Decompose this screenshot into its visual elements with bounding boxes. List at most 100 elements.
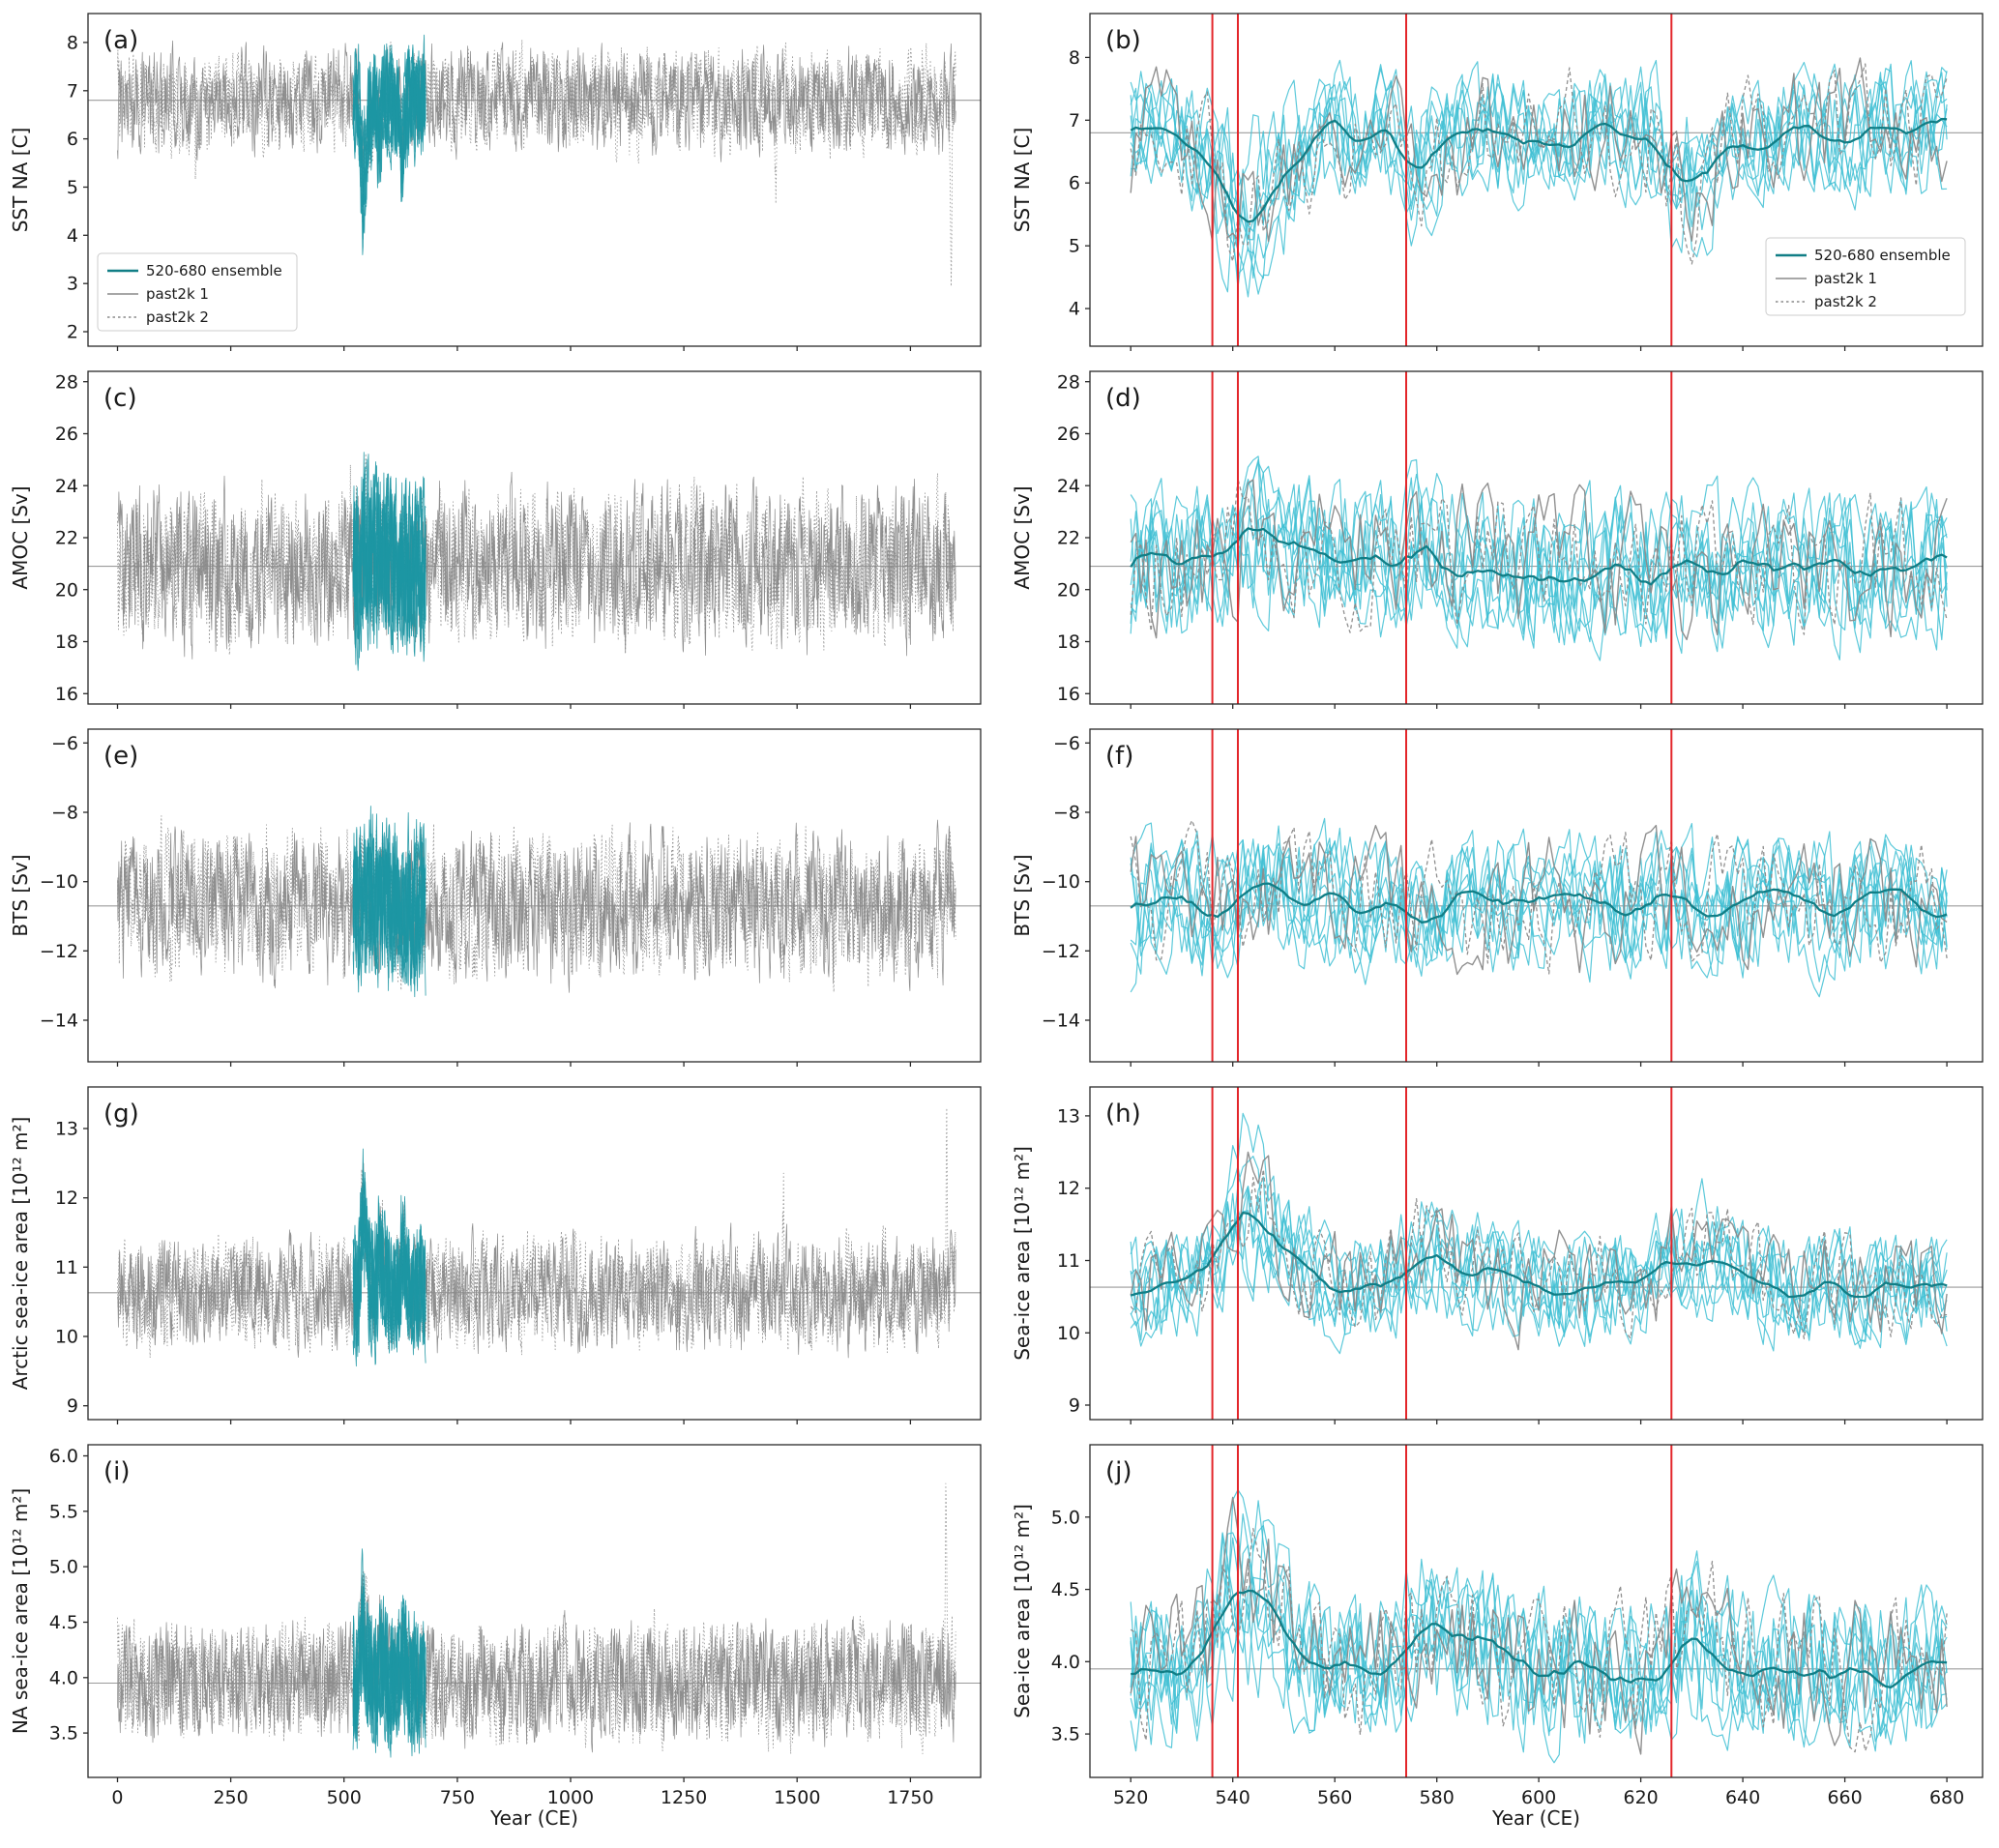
panel-label: (g) <box>103 1100 139 1129</box>
svg-text:520-680 ensemble: 520-680 ensemble <box>1814 247 1951 264</box>
panel-na-ice-full: 3.5 4.0 4.5 5.0 5.5 6.0 0 250 500 750 1000 1250 1500… <box>5 1437 992 1835</box>
svg-text:(e): (e) <box>103 742 138 771</box>
y-axis: 2 3 4 5 6 7 8 <box>67 32 88 343</box>
svg-text:Sea-ice area [10¹² m²]: Sea-ice area [10¹² m²] <box>1011 1504 1034 1718</box>
panel-bts-full: −14 −12 −10 −8 −6 BTS [Sv] (e) <box>5 721 992 1073</box>
x-axis <box>1130 704 1948 709</box>
svg-text:AMOC [Sv]: AMOC [Sv] <box>9 485 32 589</box>
svg-text:(c): (c) <box>103 384 137 413</box>
axes-frame <box>1089 1444 1984 1778</box>
svg-text:28: 28 <box>1057 371 1080 393</box>
svg-text:10: 10 <box>1057 1323 1080 1344</box>
panel-label: (f) <box>1105 742 1133 771</box>
svg-text:10: 10 <box>55 1327 78 1348</box>
svg-text:13: 13 <box>1057 1105 1080 1127</box>
chart-c: 16 18 20 22 24 26 28 AMOC [Sv] (c) <box>9 370 982 709</box>
x-axis-label: Year (CE) <box>1491 1806 1580 1830</box>
svg-text:past2k 1: past2k 1 <box>146 285 209 303</box>
chart-h: 9 10 11 12 13 Sea-ice area [10¹² m²] (h) <box>1011 1086 1984 1424</box>
x-axis-label: Year (CE) <box>489 1806 578 1830</box>
svg-text:Year (CE): Year (CE) <box>1491 1806 1580 1830</box>
series-layer <box>117 806 956 998</box>
axes-frame <box>87 1444 982 1778</box>
series-layer <box>117 34 956 287</box>
svg-text:−8: −8 <box>1053 803 1080 824</box>
svg-text:4.0: 4.0 <box>1051 1652 1080 1673</box>
panel-label: (a) <box>103 26 138 55</box>
svg-text:11: 11 <box>55 1257 78 1278</box>
y-axis: 4 5 6 7 8 <box>1069 47 1090 320</box>
svg-text:(j): (j) <box>1105 1457 1132 1486</box>
panel-amoc-full: 16 18 20 22 24 26 28 AMOC [Sv] (c) <box>5 364 992 716</box>
svg-text:20: 20 <box>1057 579 1080 601</box>
svg-text:5: 5 <box>1069 236 1080 257</box>
svg-text:Sea-ice area [10¹² m²]: Sea-ice area [10¹² m²] <box>1011 1146 1034 1361</box>
svg-text:4: 4 <box>67 225 78 247</box>
series-layer <box>1130 1112 1948 1355</box>
y-axis: 9 10 11 12 13 <box>1057 1105 1090 1417</box>
x-axis <box>116 1420 912 1424</box>
svg-text:−10: −10 <box>40 871 78 893</box>
axes-frame <box>87 1086 982 1421</box>
svg-text:−8: −8 <box>51 803 78 824</box>
y-axis-label: AMOC [Sv] <box>1011 485 1034 589</box>
x-axis <box>1130 346 1948 351</box>
y-axis-label: BTS [Sv] <box>9 854 32 936</box>
svg-text:250: 250 <box>213 1787 248 1808</box>
panel-label: (b) <box>1105 26 1141 55</box>
x-axis: 0 250 500 750 1000 1250 1500 1750 Year (CE) <box>111 1777 934 1830</box>
panel-label: (h) <box>1105 1100 1141 1129</box>
series-layer <box>1130 1488 1948 1764</box>
y-axis-label: Sea-ice area [10¹² m²] <box>1011 1146 1034 1361</box>
y-axis-label: Arctic sea-ice area [10¹² m²] <box>9 1117 32 1391</box>
axes-frame <box>87 728 982 1063</box>
svg-text:−14: −14 <box>1042 1011 1080 1032</box>
svg-text:4.5: 4.5 <box>49 1612 78 1633</box>
svg-text:7: 7 <box>67 80 78 102</box>
chart-j: 3.5 4.0 4.5 5.0 520 540 560 580 600 620 640 660 680 Y… <box>1011 1444 1984 1830</box>
panel-arctic-ice-zoom: 9 10 11 12 13 Sea-ice area [10¹² m²] (h) <box>1007 1079 1994 1431</box>
svg-text:Arctic sea-ice area [10¹² m²]: Arctic sea-ice area [10¹² m²] <box>9 1117 32 1391</box>
x-axis <box>116 1062 912 1067</box>
panel-label: (d) <box>1105 384 1141 413</box>
svg-text:20: 20 <box>55 579 78 601</box>
panel-label: (j) <box>1105 1457 1132 1486</box>
svg-text:past2k 2: past2k 2 <box>1814 293 1877 310</box>
svg-text:3.5: 3.5 <box>1051 1724 1080 1745</box>
svg-text:past2k 1: past2k 1 <box>1814 270 1877 287</box>
event-lines <box>1211 14 1673 346</box>
svg-text:2: 2 <box>67 322 78 343</box>
svg-text:(d): (d) <box>1105 384 1141 413</box>
svg-text:(a): (a) <box>103 26 138 55</box>
y-axis-label: AMOC [Sv] <box>9 485 32 589</box>
svg-text:24: 24 <box>55 476 78 497</box>
svg-text:AMOC [Sv]: AMOC [Sv] <box>1011 485 1034 589</box>
series-layer <box>117 452 956 671</box>
event-lines <box>1211 729 1673 1062</box>
chart-d: 16 18 20 22 24 26 28 AMOC [Sv] (d) <box>1011 370 1984 709</box>
y-axis: −14 −12 −10 −8 −6 <box>1042 733 1090 1032</box>
svg-text:1250: 1250 <box>661 1787 707 1808</box>
svg-text:13: 13 <box>55 1119 78 1140</box>
svg-text:18: 18 <box>1057 631 1080 653</box>
x-axis <box>116 704 912 709</box>
y-axis: 9 10 11 12 13 <box>55 1119 88 1417</box>
svg-text:660: 660 <box>1827 1787 1862 1808</box>
svg-text:640: 640 <box>1725 1787 1760 1808</box>
svg-text:5.0: 5.0 <box>49 1557 78 1578</box>
svg-text:SST NA [C]: SST NA [C] <box>9 128 32 233</box>
svg-text:SST NA [C]: SST NA [C] <box>1011 128 1034 233</box>
y-axis: −14 −12 −10 −8 −6 <box>40 733 88 1032</box>
svg-text:26: 26 <box>55 424 78 445</box>
svg-text:4.0: 4.0 <box>49 1667 78 1688</box>
svg-text:6.0: 6.0 <box>49 1446 78 1467</box>
panel-label: (i) <box>103 1457 131 1486</box>
svg-text:6: 6 <box>67 129 78 150</box>
svg-text:−14: −14 <box>40 1011 78 1032</box>
svg-text:12: 12 <box>1057 1178 1080 1199</box>
svg-text:4.5: 4.5 <box>1051 1579 1080 1600</box>
chart-e: −14 −12 −10 −8 −6 BTS [Sv] (e) <box>9 728 982 1067</box>
y-axis-label: NA sea-ice area [10¹² m²] <box>9 1488 32 1734</box>
y-axis: 3.5 4.0 4.5 5.0 <box>1051 1507 1090 1745</box>
